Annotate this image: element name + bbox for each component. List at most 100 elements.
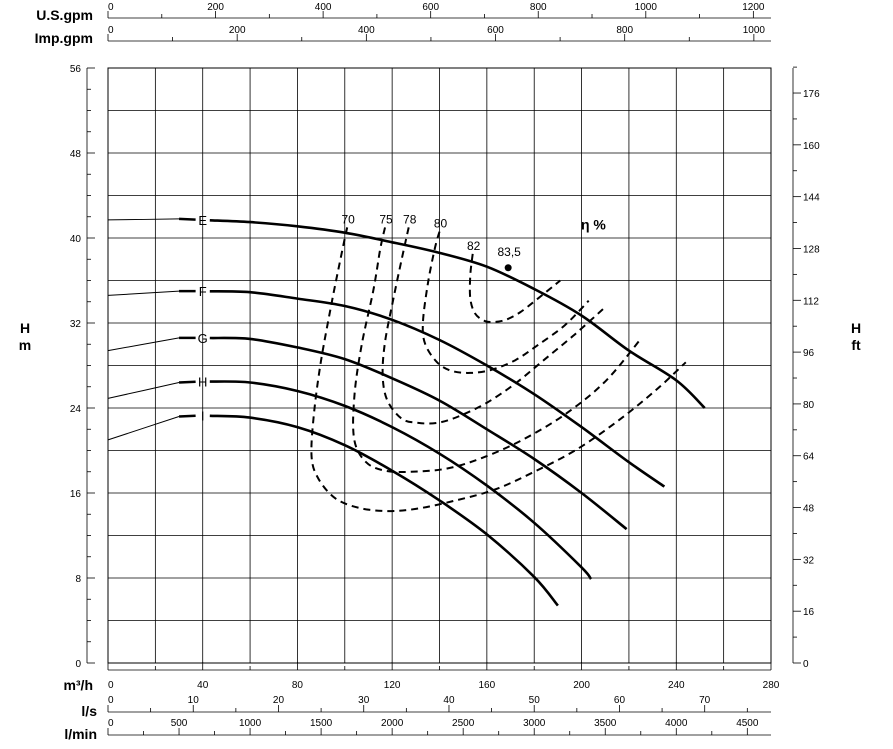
bottom-secondary-tick-label: 0: [108, 695, 114, 706]
top-tick-label: 800: [530, 2, 547, 13]
bottom-secondary-tick-label: 60: [614, 695, 626, 706]
right-tick-label: 96: [803, 348, 815, 359]
head-curve-E-thin: [107, 218, 180, 221]
top-tick-label: 600: [422, 2, 439, 13]
efficiency-label-80: 80: [434, 217, 448, 231]
efficiency-contour-80: [421, 231, 590, 374]
bep-point: [504, 264, 512, 272]
bottom-tick-label: 160: [479, 680, 496, 691]
head-curve-G: [209, 336, 628, 531]
top-tick-label: 0: [108, 25, 114, 36]
bottom-secondary-tick-label: 10: [188, 695, 200, 706]
efficiency-contour-70: [310, 227, 687, 513]
bottom-tick-label: 200: [573, 680, 590, 691]
bottom-secondary-tick-label: 3000: [523, 718, 546, 729]
left-axis-label-top: H: [20, 320, 30, 336]
bottom-secondary-tick-label: 40: [443, 695, 455, 706]
bottom-secondary-tick-label: 0: [108, 718, 114, 729]
efficiency-contour-78: [381, 227, 606, 425]
bottom-secondary-tick-label: 4000: [665, 718, 688, 729]
head-curve-E: [209, 219, 706, 409]
bottom-secondary-tick-label: 500: [171, 718, 188, 729]
bottom-tick-label: 80: [292, 680, 304, 691]
left-tick-label: 32: [70, 319, 82, 330]
efficiency-contour-82: [468, 253, 561, 324]
right-tick-label: 112: [803, 296, 819, 307]
left-tick-label: 0: [75, 659, 81, 670]
left-tick-label: 56: [70, 64, 82, 75]
bottom-axis-unit: l/s: [81, 703, 97, 719]
efficiency-title: η %: [581, 217, 606, 233]
right-tick-label: 32: [803, 555, 815, 566]
head-curve-label-F: F: [199, 284, 207, 299]
left-axis-label-bottom: m: [19, 337, 31, 353]
right-tick-label: 160: [803, 141, 820, 152]
right-tick-label: 176: [803, 89, 820, 100]
right-tick-label: 80: [803, 400, 815, 411]
bottom-axis-unit: l/min: [64, 726, 97, 742]
top-tick-label: 400: [358, 25, 375, 36]
bottom-secondary-tick-label: 4500: [736, 718, 759, 729]
top-tick-label: 0: [108, 2, 114, 13]
bottom-secondary-tick-label: 2500: [452, 718, 475, 729]
bottom-secondary-tick-label: 2000: [381, 718, 404, 729]
bottom-secondary-tick-label: 3500: [594, 718, 617, 729]
efficiency-label-75: 75: [379, 212, 393, 226]
head-curve-G-thin: [107, 337, 180, 352]
top-axis-unit: U.S.gpm: [36, 7, 93, 23]
efficiency-contours: 70 75 78 80 82 83,5 η %: [310, 212, 687, 513]
bottom-secondary-tick-label: 1500: [310, 718, 333, 729]
efficiency-label-70: 70: [341, 212, 355, 226]
bottom-tick-label: 120: [384, 680, 401, 691]
head-curve-I: [209, 414, 559, 607]
left-tick-label: 16: [70, 489, 82, 500]
head-curve-E-start: [178, 217, 196, 221]
head-curve-H: [209, 380, 593, 580]
head-curves: E F G H I: [107, 213, 706, 607]
top-tick-label: 1000: [635, 2, 658, 13]
left-tick-label: 48: [70, 149, 82, 160]
bottom-secondary-tick-label: 30: [358, 695, 370, 706]
efficiency-label-82: 82: [467, 239, 481, 253]
right-tick-label: 48: [803, 504, 815, 515]
top-tick-label: 200: [207, 2, 224, 13]
bottom-tick-label: 280: [763, 680, 780, 691]
head-curve-I-start: [178, 414, 196, 418]
head-curve-label-I: I: [201, 408, 205, 423]
head-curve-label-E: E: [198, 213, 207, 228]
bottom-secondary-tick-label: 1000: [239, 718, 262, 729]
right-tick-label: 0: [803, 659, 809, 670]
axes: 0 8 16 24 32 40 48 56 0 16 32 48 64 80 96 112 128 144 160 1…: [35, 2, 820, 742]
right-tick-label: 64: [803, 452, 815, 463]
head-curve-F: [209, 290, 666, 488]
right-tick-label: 128: [803, 244, 820, 255]
top-tick-label: 1000: [743, 25, 766, 36]
head-curve-H-start: [178, 380, 196, 384]
right-axis-label-top: H: [851, 320, 861, 336]
left-tick-label: 24: [70, 404, 82, 415]
top-tick-label: 600: [487, 25, 504, 36]
head-curve-F-thin: [107, 290, 180, 296]
grid: [107, 67, 772, 664]
head-curve-label-H: H: [198, 374, 207, 389]
bep-label: 83,5: [497, 245, 521, 259]
bottom-secondary-tick-label: 70: [699, 695, 711, 706]
x-axis-unit: m³/h: [63, 677, 93, 693]
top-tick-label: 1200: [742, 2, 765, 13]
head-curve-I-thin: [107, 416, 180, 441]
right-tick-label: 144: [803, 193, 820, 204]
right-axis-label-bottom: ft: [851, 337, 861, 353]
top-tick-label: 800: [616, 25, 633, 36]
right-tick-label: 16: [803, 607, 815, 618]
head-curve-H-thin: [107, 382, 180, 399]
top-axis-unit: Imp.gpm: [35, 30, 93, 46]
bottom-tick-label: 40: [197, 680, 209, 691]
bottom-tick-label: 240: [668, 680, 685, 691]
bottom-tick-label: 0: [108, 680, 114, 691]
top-tick-label: 400: [315, 2, 332, 13]
head-curve-label-G: G: [198, 331, 208, 346]
left-tick-label: 40: [70, 234, 82, 245]
top-tick-label: 200: [229, 25, 246, 36]
